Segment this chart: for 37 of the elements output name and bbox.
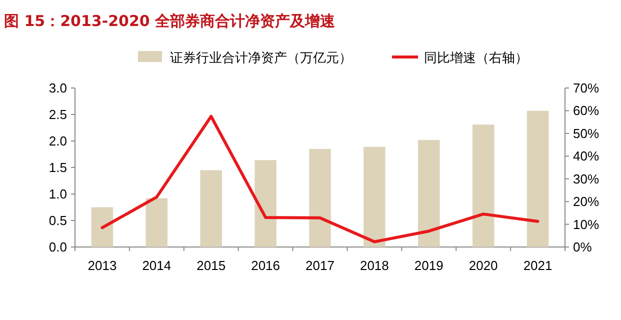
x-tick-label: 2014 [142, 258, 172, 273]
chart-title: 图 15：2013-2020 全部券商合计净资产及增速 [4, 12, 336, 30]
y2-tick-label: 0% [573, 240, 592, 254]
bar [309, 148, 331, 247]
y-tick-label: 1.5 [48, 160, 67, 175]
y2-tick-label: 40% [573, 148, 600, 164]
y-tick-label: 0.0 [48, 240, 67, 254]
x-tick-label: 2015 [196, 258, 226, 273]
bar [472, 124, 494, 247]
x-tick-label: 2020 [468, 258, 498, 273]
y2-tick-label: 70% [573, 80, 600, 96]
y2-tick-label: 30% [573, 171, 600, 186]
bar [200, 170, 222, 247]
y2-tick-label: 50% [573, 126, 600, 141]
bar [254, 160, 276, 247]
y2-tick-label: 20% [573, 194, 600, 210]
line-series [100, 114, 540, 244]
x-tick-label: 2017 [306, 258, 334, 273]
bar [418, 140, 440, 247]
x-tick-label: 2013 [88, 258, 117, 273]
y2-tick-label: 10% [573, 216, 600, 232]
bar [526, 110, 549, 247]
y2-tick-label: 60% [573, 103, 600, 118]
y-tick-label: 2.0 [48, 134, 67, 148]
y-tick-label: 0.5 [48, 213, 67, 228]
legend-label: 同比增速（右轴） [424, 51, 528, 66]
y-tick-label: 3.0 [48, 80, 67, 96]
x-tick-label: 2021 [523, 258, 552, 273]
bar [364, 146, 386, 247]
bar [146, 198, 168, 247]
x-tick-label: 2019 [414, 258, 444, 273]
y-tick-label: 1.0 [48, 186, 67, 202]
bar [91, 207, 114, 247]
y-tick-label: 2.5 [48, 107, 67, 122]
x-tick-label: 2018 [360, 258, 389, 273]
legend-label: 证券行业合计净资产（万亿元） [170, 51, 352, 66]
x-tick-label: 2016 [251, 258, 280, 273]
